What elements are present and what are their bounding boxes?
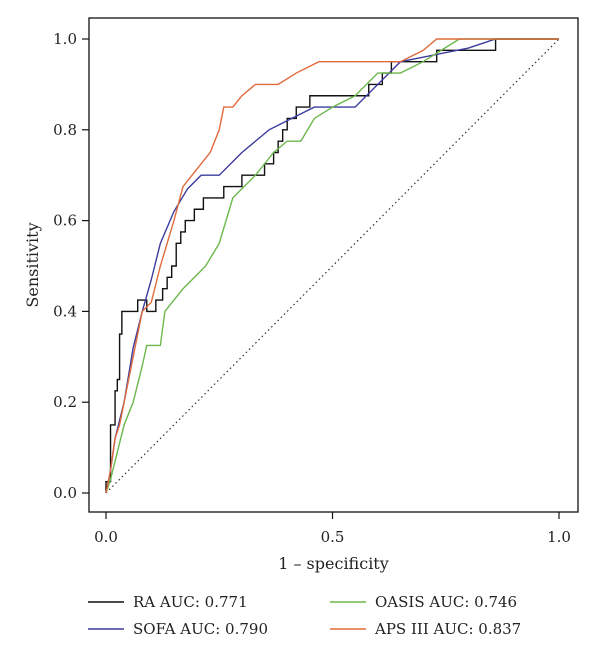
x-tick-label: 0.0 (94, 528, 118, 546)
y-tick-label: 1.0 (53, 30, 77, 48)
legend-label-1: SOFA AUC: 0.790 (133, 620, 268, 638)
y-tick-label: 0.4 (53, 302, 77, 320)
x-axis: 0.0 0.5 1.0 (94, 512, 571, 546)
x-tick-label: 1.0 (547, 528, 571, 546)
reference-line-layer (105, 38, 560, 494)
y-axis-label: Sensitivity (23, 222, 42, 307)
legend-label-3: APS III AUC: 0.837 (374, 620, 521, 638)
legend: RA AUC: 0.771 SOFA AUC: 0.790 OASIS AUC: 0… (88, 593, 521, 638)
y-tick-label: 0.0 (53, 484, 77, 502)
series-line-2 (105, 38, 559, 494)
series-layer (105, 38, 559, 494)
y-tick-label: 0.6 (53, 212, 77, 230)
reference-diagonal-line (105, 38, 560, 494)
y-tick-label: 0.2 (53, 393, 77, 411)
legend-label-2: OASIS AUC: 0.746 (375, 593, 517, 611)
series-line-0 (105, 38, 559, 493)
series-line-3 (105, 38, 559, 494)
plot-frame (88, 17, 579, 513)
y-axis: 0.0 0.2 0.4 0.6 0.8 1.0 (53, 30, 89, 502)
x-tick-label: 0.5 (321, 528, 345, 546)
legend-label-0: RA AUC: 0.771 (133, 593, 248, 611)
series-line-1 (105, 38, 559, 494)
y-tick-label: 0.8 (53, 121, 77, 139)
x-axis-label: 1 – specificity (278, 554, 389, 573)
